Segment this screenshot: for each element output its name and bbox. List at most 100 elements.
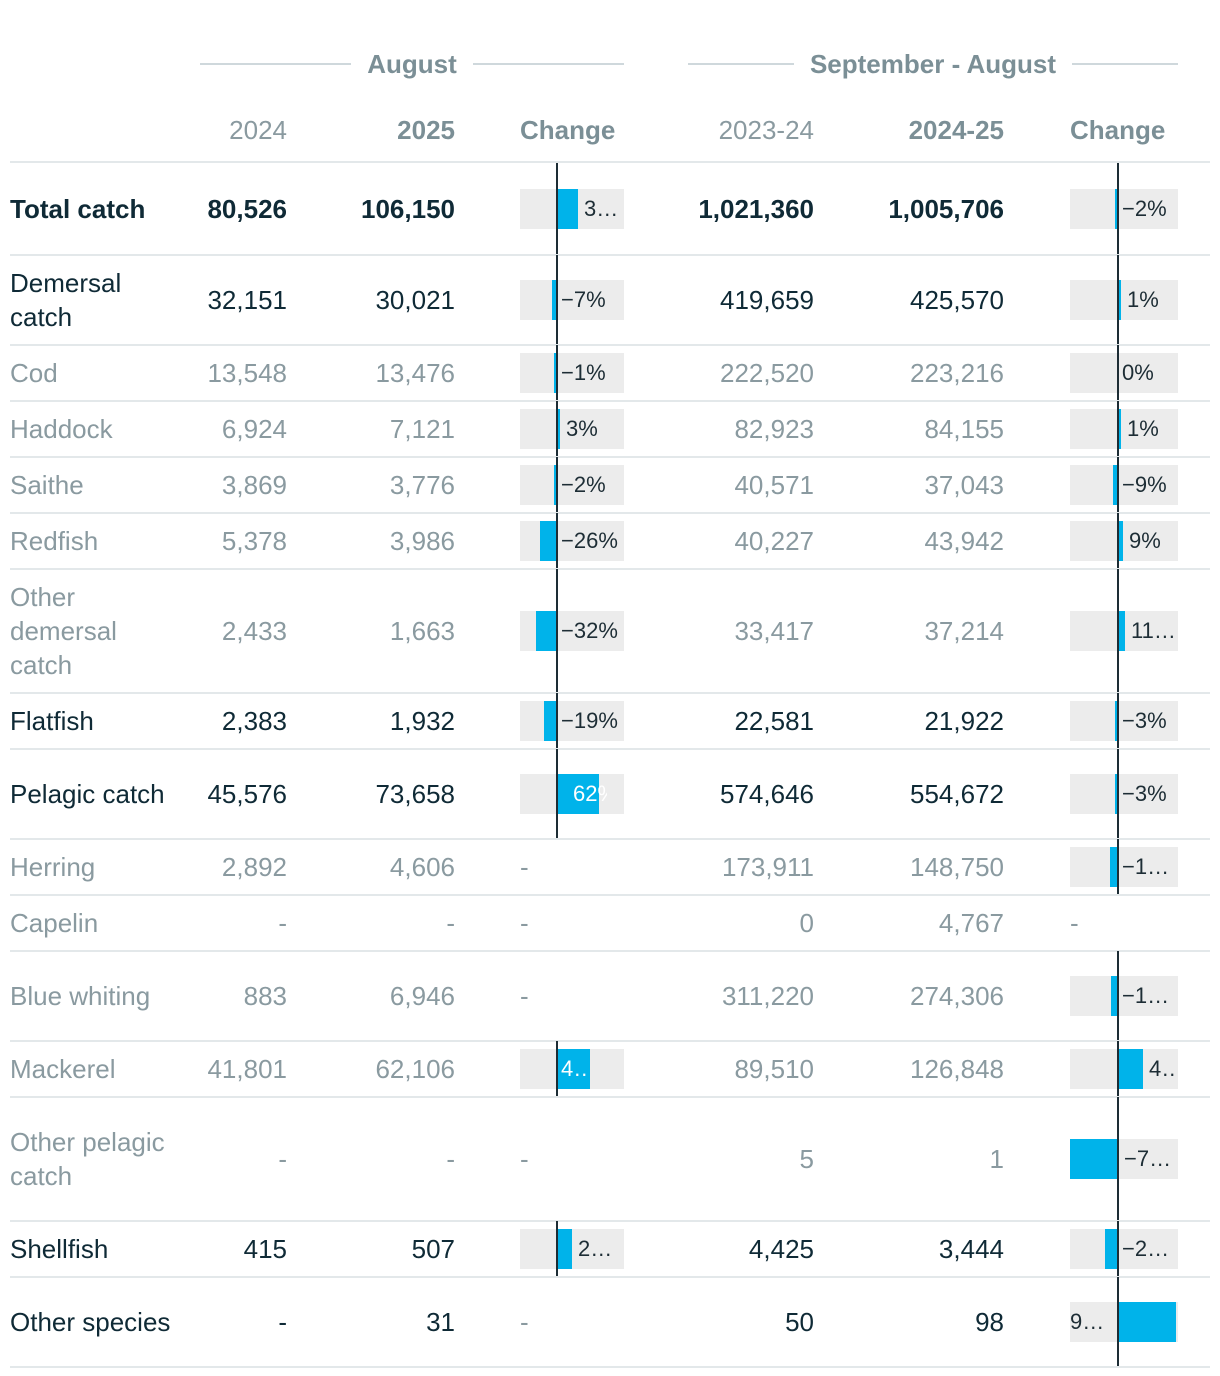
change-track bbox=[520, 1229, 624, 1269]
change-track bbox=[520, 353, 624, 393]
value-2023-24: 574,646 bbox=[720, 778, 814, 809]
row-divider bbox=[10, 748, 1210, 750]
group-rule-right bbox=[472, 63, 625, 65]
change-label: 3… bbox=[584, 196, 619, 221]
change-label: 9% bbox=[1129, 528, 1161, 553]
change-label: −2… bbox=[1122, 1236, 1170, 1261]
change-label: −7… bbox=[1124, 1146, 1172, 1171]
change-track bbox=[1070, 701, 1178, 741]
table-row: Mackerel 41,801 62,106 4… 89,510 126,848 4… bbox=[0, 1041, 1220, 1097]
value-2024: 3,869 bbox=[221, 469, 287, 500]
column-header-change-august: Change bbox=[520, 115, 616, 145]
change-august-empty: - bbox=[520, 980, 529, 1011]
row-divider bbox=[10, 838, 1210, 840]
group-title: August bbox=[367, 48, 457, 79]
change-bar bbox=[536, 611, 557, 651]
value-2023-24: 5 bbox=[799, 1143, 814, 1174]
change-august: −32% bbox=[520, 569, 624, 693]
column-header-2023-24: 2023-24 bbox=[718, 115, 814, 145]
table-row: Saithe 3,869 3,776 −2% 40,571 37,043 −9% bbox=[0, 457, 1220, 513]
value-2025: 13,476 bbox=[375, 357, 455, 388]
group-rule-left bbox=[688, 63, 794, 65]
group-title: September - August bbox=[809, 48, 1057, 79]
zero-axis bbox=[1117, 569, 1119, 693]
value-2024: 5,378 bbox=[221, 525, 287, 556]
row-divider bbox=[10, 1096, 1210, 1098]
value-2024-25: 21,922 bbox=[924, 705, 1004, 736]
zero-axis bbox=[556, 163, 558, 255]
change-august-empty: - bbox=[520, 907, 529, 938]
row-divider bbox=[10, 400, 1210, 402]
value-2023-24: 82,923 bbox=[734, 413, 814, 444]
change-period: −3% bbox=[1070, 693, 1178, 749]
value-2024: 2,433 bbox=[221, 615, 287, 646]
value-2025: 7,121 bbox=[389, 413, 455, 444]
change-period: 1% bbox=[1070, 401, 1178, 457]
row-label: Other pelagic catch bbox=[10, 1127, 165, 1191]
change-bar bbox=[557, 409, 560, 449]
value-2023-24: 40,227 bbox=[734, 525, 814, 556]
group-rule-left bbox=[200, 63, 352, 65]
change-august: −7% bbox=[520, 255, 624, 345]
change-bar bbox=[1115, 701, 1118, 741]
value-2023-24: 419,659 bbox=[720, 284, 814, 315]
value-2023-24: 89,510 bbox=[734, 1053, 814, 1084]
row-divider bbox=[10, 894, 1210, 896]
value-2025: 31 bbox=[426, 1306, 455, 1337]
value-2024-25: 148,750 bbox=[910, 851, 1004, 882]
group-header-september-august: September - August bbox=[688, 44, 1178, 84]
value-2024: 6,924 bbox=[221, 413, 287, 444]
column-header-2025: 2025 bbox=[397, 115, 455, 145]
change-label: 2… bbox=[578, 1236, 613, 1261]
row-divider bbox=[10, 1276, 1210, 1278]
change-august: −19% bbox=[520, 693, 624, 749]
zero-axis bbox=[556, 1041, 558, 1097]
value-2023-24: 173,911 bbox=[721, 851, 814, 882]
change-august: −1% bbox=[520, 345, 624, 401]
row-divider bbox=[10, 1366, 1210, 1368]
change-period: 1% bbox=[1070, 255, 1178, 345]
value-2024: - bbox=[278, 1306, 287, 1337]
table-row: Shellfish 415 507 2… 4,425 3,444 −2… bbox=[0, 1221, 1220, 1277]
change-track bbox=[1070, 847, 1178, 887]
change-period: −1… bbox=[1070, 839, 1178, 895]
change-track bbox=[1070, 465, 1178, 505]
row-label: Pelagic catch bbox=[10, 779, 165, 809]
change-track bbox=[520, 465, 624, 505]
zero-axis bbox=[1117, 1097, 1119, 1221]
value-2025: 30,021 bbox=[375, 284, 455, 315]
zero-axis bbox=[1117, 1041, 1119, 1097]
change-bar bbox=[1113, 465, 1118, 505]
change-bar bbox=[552, 280, 557, 320]
value-2024-25: 43,942 bbox=[924, 525, 1004, 556]
table-row: Herring 2,892 4,606 - 173,911 148,750 −1… bbox=[0, 839, 1220, 895]
table-row: Haddock 6,924 7,121 3% 82,923 84,155 1% bbox=[0, 401, 1220, 457]
value-2025: 1,663 bbox=[389, 615, 455, 646]
value-2023-24: 50 bbox=[785, 1306, 814, 1337]
zero-axis bbox=[556, 1221, 558, 1277]
table-row: Other species - 31 - 50 98 9… bbox=[0, 1277, 1220, 1367]
change-label: 11… bbox=[1131, 618, 1176, 643]
value-2025: 1,932 bbox=[389, 705, 455, 736]
change-august: 62% bbox=[520, 749, 624, 839]
zero-axis bbox=[1117, 255, 1119, 345]
change-label: 1% bbox=[1127, 416, 1159, 441]
value-2024: 2,892 bbox=[221, 851, 287, 882]
value-2023-24: 311,220 bbox=[721, 980, 814, 1011]
zero-axis bbox=[1117, 1221, 1119, 1277]
change-period: 4… bbox=[1070, 1041, 1178, 1097]
row-label: Saithe bbox=[10, 470, 84, 500]
zero-axis bbox=[556, 569, 558, 693]
value-2024-25: 274,306 bbox=[910, 980, 1004, 1011]
zero-axis bbox=[556, 749, 558, 839]
change-period: −1… bbox=[1070, 951, 1178, 1041]
value-2025: 3,986 bbox=[389, 525, 455, 556]
table-row: Flatfish 2,383 1,932 −19% 22,581 21,922 −3% bbox=[0, 693, 1220, 749]
change-august-empty: - bbox=[520, 1306, 529, 1337]
change-track bbox=[520, 701, 624, 741]
zero-axis bbox=[556, 693, 558, 749]
change-bar bbox=[540, 521, 557, 561]
value-2024: 45,576 bbox=[207, 778, 287, 809]
value-2024: 80,526 bbox=[207, 193, 287, 224]
zero-axis bbox=[1117, 163, 1119, 255]
